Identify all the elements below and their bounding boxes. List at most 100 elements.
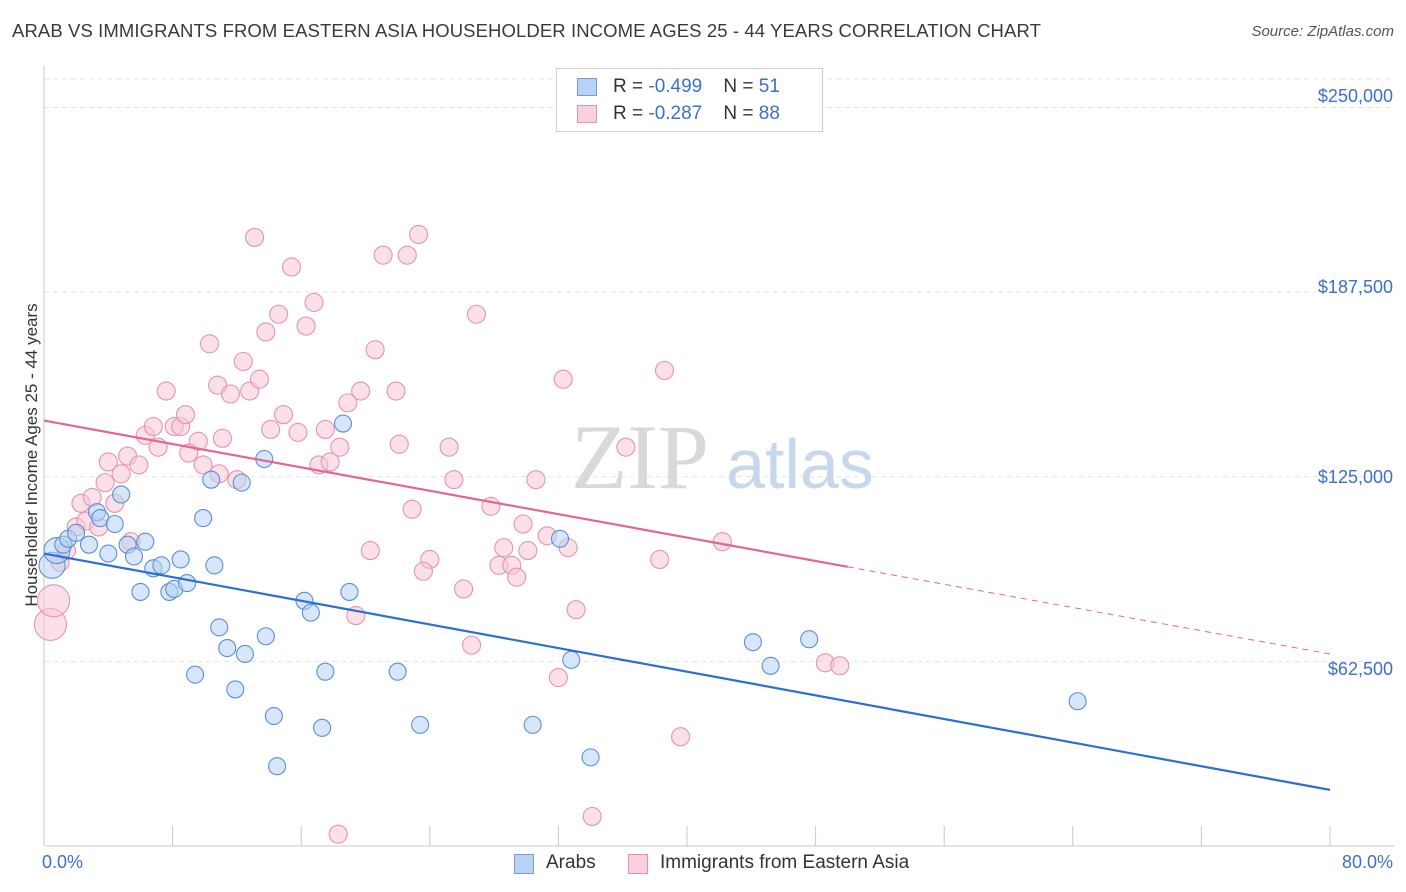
point-immigrants xyxy=(220,384,241,404)
trend-lines xyxy=(43,419,1331,791)
point-immigrants xyxy=(712,532,732,552)
x-tick-label-max: 80.0% xyxy=(1341,852,1393,872)
legend-r-label: R = xyxy=(613,76,649,97)
legend-n-value-immigrants: 88 xyxy=(758,103,780,124)
point-immigrants xyxy=(98,452,118,472)
legend-swatch-arabs xyxy=(577,78,597,96)
point-immigrants xyxy=(129,455,149,475)
y-tick-label-125000: $125,000 xyxy=(1317,467,1393,487)
axes xyxy=(43,66,1394,847)
series-arabs-points xyxy=(38,414,1087,776)
point-arabs xyxy=(235,644,254,664)
point-arabs xyxy=(743,633,762,652)
bottom-legend-label-arabs: Arabs xyxy=(546,852,596,873)
legend-swatch-immigrants xyxy=(577,105,597,123)
watermark-atlas: atlas xyxy=(726,425,874,503)
point-arabs xyxy=(268,757,287,776)
point-arabs xyxy=(178,574,197,593)
point-arabs xyxy=(256,627,275,646)
point-immigrants xyxy=(582,806,602,827)
bottom-legend-swatch-immigrants xyxy=(628,854,648,874)
point-arabs xyxy=(99,544,118,563)
point-immigrants xyxy=(233,351,253,372)
point-immigrants xyxy=(351,381,371,401)
point-immigrants xyxy=(650,549,670,569)
point-immigrants xyxy=(413,561,433,581)
point-immigrants xyxy=(212,428,232,448)
point-arabs xyxy=(131,582,150,601)
point-immigrants xyxy=(249,369,269,389)
point-immigrants xyxy=(315,419,335,440)
point-immigrants xyxy=(175,405,196,425)
point-immigrants xyxy=(273,405,294,425)
point-immigrants xyxy=(304,292,324,312)
point-arabs xyxy=(232,473,251,492)
stats-legend: R = -0.499 N = 51 R = -0.287 N = 88 xyxy=(556,68,823,132)
point-immigrants xyxy=(245,227,265,247)
point-immigrants xyxy=(408,224,429,245)
point-arabs xyxy=(79,535,99,554)
legend-n-value-arabs: 51 xyxy=(758,76,780,97)
point-arabs xyxy=(218,639,237,658)
point-immigrants xyxy=(439,437,459,457)
point-immigrants xyxy=(548,668,568,688)
point-immigrants xyxy=(444,470,464,490)
point-arabs xyxy=(186,665,205,684)
legend-r-value-immigrants: -0.287 xyxy=(648,103,703,124)
point-arabs xyxy=(226,680,245,699)
point-immigrants xyxy=(269,304,289,324)
y-axis-label: Householder Income Ages 25 - 44 years xyxy=(22,303,41,607)
point-immigrants xyxy=(553,369,573,389)
point-arabs xyxy=(202,470,221,489)
chart-title: ARAB VS IMMIGRANTS FROM EASTERN ASIA HOU… xyxy=(12,20,1041,41)
point-arabs xyxy=(800,630,819,649)
legend-n-label: N = xyxy=(723,76,759,97)
point-arabs xyxy=(136,532,155,551)
point-immigrants xyxy=(365,340,385,360)
point-immigrants xyxy=(338,393,358,413)
point-arabs xyxy=(112,485,131,504)
y-tick-label-187500: $187,500 xyxy=(1317,277,1393,297)
point-arabs xyxy=(205,556,224,575)
point-immigrants xyxy=(566,600,586,620)
point-arabs xyxy=(550,529,570,548)
point-immigrants xyxy=(397,245,417,265)
point-arabs xyxy=(316,662,335,681)
point-immigrants xyxy=(200,334,220,354)
point-immigrants xyxy=(373,245,393,265)
y-tick-label-250000: $250,000 xyxy=(1317,86,1393,106)
point-immigrants xyxy=(671,727,691,747)
watermark-zip: ZIP xyxy=(571,406,709,508)
point-immigrants xyxy=(466,304,486,324)
y-tick-label-62500: $62,500 xyxy=(1327,659,1393,679)
point-immigrants xyxy=(462,635,482,655)
point-arabs xyxy=(124,547,144,566)
point-arabs xyxy=(67,523,86,542)
point-arabs xyxy=(264,706,283,726)
point-arabs xyxy=(388,662,407,681)
point-immigrants xyxy=(389,434,409,454)
point-arabs xyxy=(333,414,353,433)
series-immigrants-points xyxy=(33,224,850,844)
legend-r-value-arabs: -0.499 xyxy=(648,76,703,97)
legend-r-label: R = xyxy=(613,103,649,124)
point-immigrants xyxy=(320,452,340,472)
point-immigrants xyxy=(386,381,406,401)
point-immigrants xyxy=(328,824,348,844)
point-arabs xyxy=(171,550,190,569)
point-immigrants xyxy=(454,579,474,599)
point-immigrants xyxy=(37,584,71,618)
source-label: Source: ZipAtlas.com xyxy=(1251,23,1394,40)
point-arabs xyxy=(523,715,542,734)
bottom-legend-label-immigrants: Immigrants from Eastern Asia xyxy=(660,852,910,873)
point-immigrants xyxy=(296,316,316,336)
point-immigrants xyxy=(193,455,213,475)
point-arabs xyxy=(210,618,229,637)
point-immigrants xyxy=(402,499,422,519)
point-immigrants xyxy=(616,437,636,457)
point-arabs xyxy=(105,514,124,534)
x-tick-label-min: 0.0% xyxy=(42,852,84,872)
watermark: ZIP atlas xyxy=(571,406,874,508)
point-arabs xyxy=(562,650,581,669)
